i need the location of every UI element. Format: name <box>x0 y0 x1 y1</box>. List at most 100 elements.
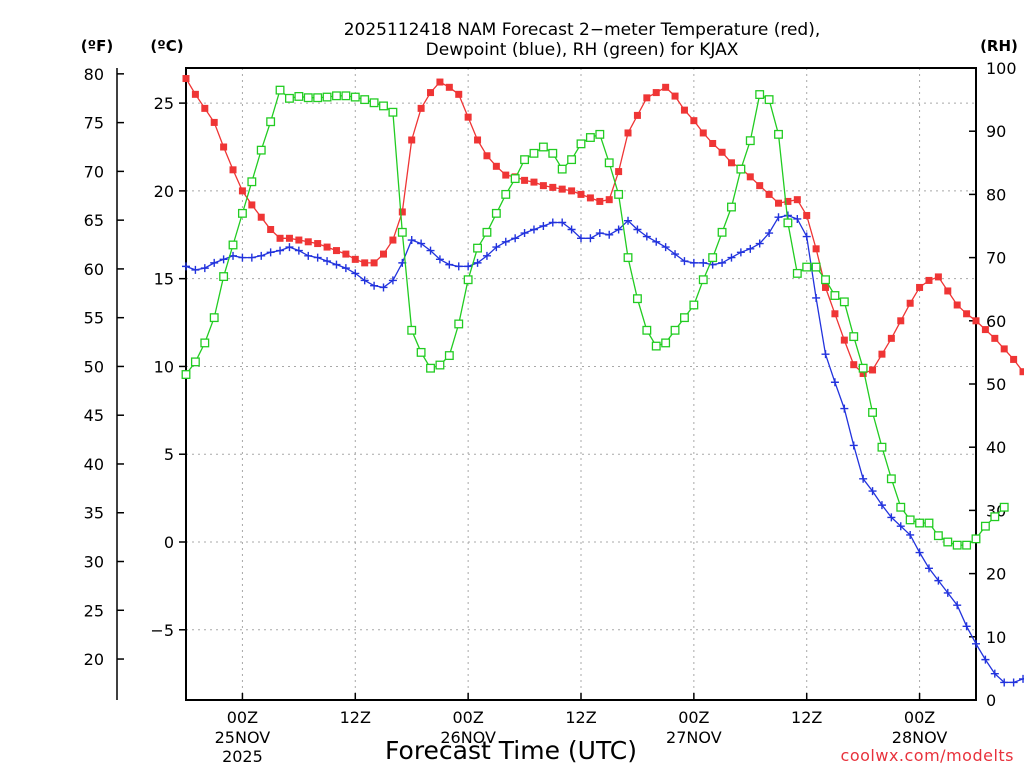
dewpoint-point-24 <box>407 236 416 245</box>
temperature-point-56 <box>709 139 717 147</box>
fahrenheit-tick-label-12: 80 <box>84 65 104 84</box>
x-tick-label-date-6: 28NOV <box>892 728 948 747</box>
temperature-point-68 <box>822 283 830 291</box>
celsius-tick-label-3: 10 <box>154 357 174 376</box>
rh-point-25 <box>416 347 426 357</box>
temperature-point-89 <box>1019 368 1024 376</box>
rh-tick-label-2: 20 <box>986 565 1006 584</box>
rh-point-83 <box>962 540 972 550</box>
dewpoint-point-42 <box>577 234 585 243</box>
temperature-point-41 <box>568 187 576 195</box>
temperature-point-21 <box>380 250 387 258</box>
celsius-axis: −5 0 5 10 15 20 25 <box>150 94 186 640</box>
celsius-tick-label-5: 20 <box>154 182 174 201</box>
temperature-point-17 <box>342 250 350 258</box>
temperature-point-9 <box>267 226 275 234</box>
rh-point-16 <box>332 91 341 101</box>
rh-tick-label-0: 0 <box>986 691 996 710</box>
dewpoint-point-87 <box>1000 678 1009 687</box>
dewpoint-point-12 <box>294 246 303 255</box>
dewpoint-point-48 <box>633 225 642 234</box>
x-tick-label-year-0: 2025 <box>222 747 263 766</box>
rh-point-14 <box>313 93 323 103</box>
temperature-point-50 <box>652 89 660 97</box>
fahrenheit-axis: 20 25 30 35 40 45 50 55 60 65 70 75 80 <box>84 65 124 669</box>
rh-point-31 <box>473 243 482 253</box>
temperature-point-47 <box>624 129 632 137</box>
rh-point-87 <box>999 502 1009 512</box>
rh-point-11 <box>285 93 294 103</box>
fahrenheit-tick-label-2: 30 <box>84 553 104 572</box>
temperature-point-62 <box>765 190 773 198</box>
x-axis-title: Forecast Time (UTC) <box>385 736 637 765</box>
dewpoint-point-88 <box>1009 678 1018 687</box>
rh-point-76 <box>896 502 906 512</box>
rh-tick-label-10: 100 <box>986 59 1017 78</box>
x-tick-label-date-0: 25NOV <box>215 728 271 747</box>
dewpoint-point-74 <box>877 501 886 510</box>
fahrenheit-tick-label-5: 45 <box>84 406 104 425</box>
temperature-point-86 <box>991 334 999 342</box>
rh-point-0 <box>181 370 191 379</box>
temperature-point-84 <box>972 317 980 325</box>
rh-point-84 <box>971 534 981 544</box>
fahrenheit-tick-label-6: 50 <box>84 357 104 376</box>
fahrenheit-tick-label-11: 75 <box>84 114 104 133</box>
temperature-point-73 <box>869 366 877 374</box>
rh-point-61 <box>755 90 765 99</box>
dewpoint-point-76 <box>896 522 905 531</box>
dewpoint-point-1 <box>191 265 200 274</box>
dewpoint-point-84 <box>972 639 980 648</box>
rh-point-58 <box>727 202 736 212</box>
rh-point-41 <box>567 155 577 165</box>
fahrenheit-unit-label: (ºF) <box>81 37 113 55</box>
rh-point-56 <box>708 253 718 263</box>
temperature-point-40 <box>558 185 566 193</box>
temperature-point-55 <box>699 129 707 137</box>
dewpoint-point-34 <box>501 237 510 246</box>
dewpoint-point-36 <box>520 229 529 238</box>
temperature-point-25 <box>417 104 425 112</box>
dewpoint-point-40 <box>558 218 567 227</box>
rh-tick-label-1: 10 <box>986 628 1006 647</box>
dewpoint-point-32 <box>482 251 491 260</box>
dewpoint-point-35 <box>511 234 520 243</box>
temperature-point-69 <box>831 310 839 318</box>
rh-point-7 <box>247 177 257 187</box>
dewpoint-point-55 <box>699 258 708 267</box>
celsius-tick-label-1: 0 <box>164 533 174 552</box>
rh-point-24 <box>407 325 417 335</box>
temperature-point-13 <box>304 238 312 246</box>
rh-point-49 <box>642 325 652 335</box>
dewpoint-point-9 <box>266 248 275 257</box>
chart-title-line-2: Dewpoint (blue), RH (green) for KJAX <box>426 40 739 60</box>
rh-point-66 <box>802 262 812 272</box>
temperature-point-7 <box>248 201 256 209</box>
rh-point-39 <box>548 148 558 158</box>
temperature-point-32 <box>483 152 491 160</box>
dewpoint-point-80 <box>934 576 943 585</box>
temperature-point-60 <box>746 173 754 181</box>
dewpoint-point-28 <box>445 260 454 269</box>
rh-point-85 <box>980 521 990 531</box>
temperature-point-36 <box>521 176 529 184</box>
rh-point-37 <box>529 148 539 158</box>
rh-series <box>181 85 1009 550</box>
x-tick-label-time-0: 00Z <box>227 708 258 727</box>
rh-point-5 <box>228 240 238 250</box>
x-tick-label-time-5: 12Z <box>791 708 822 727</box>
dewpoint-point-29 <box>454 262 463 271</box>
fahrenheit-tick-label-3: 35 <box>84 504 104 523</box>
temperature-point-51 <box>662 83 670 91</box>
dewpoint-series <box>182 211 1024 687</box>
dewpoint-point-38 <box>539 222 548 230</box>
temperature-point-65 <box>793 196 801 204</box>
rh-unit-label: (RH) <box>980 37 1018 55</box>
dewpoint-point-16 <box>332 260 341 269</box>
dewpoint-point-53 <box>680 257 689 266</box>
rh-point-13 <box>303 93 313 103</box>
dewpoint-point-70 <box>840 404 849 413</box>
x-tick-label-time-2: 00Z <box>452 708 483 727</box>
temperature-point-77 <box>906 299 914 307</box>
rh-tick-label-8: 80 <box>986 185 1006 204</box>
